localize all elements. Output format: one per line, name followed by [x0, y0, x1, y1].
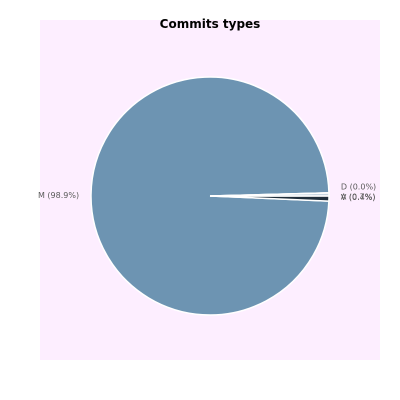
chart-title: Commits types	[159, 17, 261, 31]
pie-label-d: D (0.0%)	[341, 183, 376, 192]
pie-slice-m	[90, 76, 330, 316]
pie-labels: M (98.9%) A (0.7%)V (0.4%)D (0.0%)	[38, 183, 376, 203]
pie-slices	[90, 76, 330, 316]
pie-label-a: A (0.7%)	[341, 193, 376, 202]
pie-label-m: M (98.9%)	[38, 191, 79, 200]
pie-slice-d	[209, 192, 329, 197]
pie-label-v: V (0.4%)	[341, 193, 376, 202]
